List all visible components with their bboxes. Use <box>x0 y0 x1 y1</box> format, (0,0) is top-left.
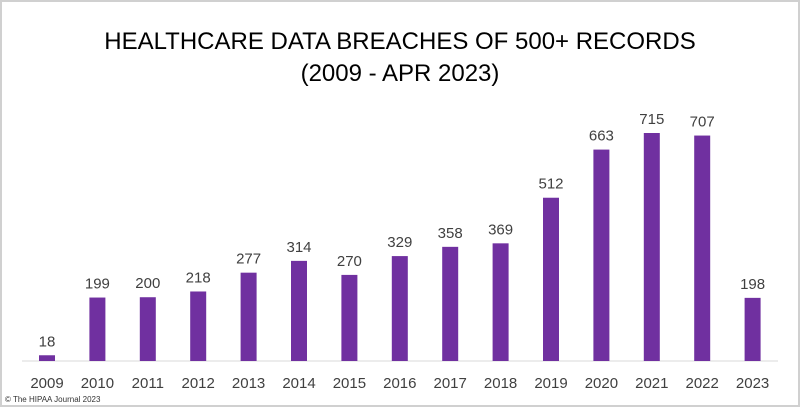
bar-2016 <box>391 256 408 361</box>
chart-title: HEALTHCARE DATA BREACHES OF 500+ RECORDS <box>104 28 696 55</box>
bar-2011 <box>139 297 156 361</box>
data-label-2022: 707 <box>690 114 715 131</box>
bar-2020 <box>593 149 610 361</box>
x-tick-label-2013: 2013 <box>232 375 265 392</box>
bar-2018 <box>492 243 509 361</box>
bar-2022 <box>694 135 711 361</box>
x-tick-label-2020: 2020 <box>585 375 618 392</box>
x-tick-label-2017: 2017 <box>434 375 467 392</box>
x-tick-label-2023: 2023 <box>736 375 769 392</box>
x-tick-label-2011: 2011 <box>132 375 164 392</box>
data-label-2023: 198 <box>740 276 765 293</box>
x-tick-label-2021: 2021 <box>635 375 668 392</box>
x-tick-label-2010: 2010 <box>81 375 114 392</box>
bar-2012 <box>190 291 207 361</box>
x-tick-label-2018: 2018 <box>484 375 517 392</box>
bar-2013 <box>240 272 257 361</box>
bar-2015 <box>341 274 358 361</box>
data-label-2013: 277 <box>236 251 261 268</box>
bar-2023 <box>744 297 761 361</box>
x-tick-label-2015: 2015 <box>333 375 366 392</box>
bar-2014 <box>291 260 307 361</box>
data-label-2020: 663 <box>589 128 614 145</box>
data-label-2018: 369 <box>488 221 513 238</box>
x-tick-label-2014: 2014 <box>282 375 315 392</box>
data-label-2012: 218 <box>186 269 211 286</box>
data-label-2014: 314 <box>286 239 311 256</box>
data-label-2017: 358 <box>438 225 463 242</box>
bar-2021 <box>643 133 660 361</box>
x-tick-label-2016: 2016 <box>383 375 416 392</box>
bar-2009 <box>39 355 55 361</box>
x-tick-label-2022: 2022 <box>686 375 719 392</box>
chart-subtitle: (2009 - APR 2023) <box>300 60 500 87</box>
x-tick-label-2012: 2012 <box>182 375 215 392</box>
data-label-2015: 270 <box>337 253 362 270</box>
data-label-2010: 199 <box>85 276 110 293</box>
bar-2017 <box>442 246 459 361</box>
x-tick-label-2019: 2019 <box>534 375 567 392</box>
data-label-2021: 715 <box>639 111 664 128</box>
data-label-2009: 18 <box>39 333 56 350</box>
x-tick-label-2009: 2009 <box>30 375 63 392</box>
data-label-2019: 512 <box>538 176 563 193</box>
data-label-2016: 329 <box>387 234 412 251</box>
copyright-notice: © The HIPAA Journal 2023 <box>5 395 101 404</box>
bar-2010 <box>89 297 106 361</box>
data-label-2011: 200 <box>135 275 160 292</box>
bar-2019 <box>543 197 559 361</box>
